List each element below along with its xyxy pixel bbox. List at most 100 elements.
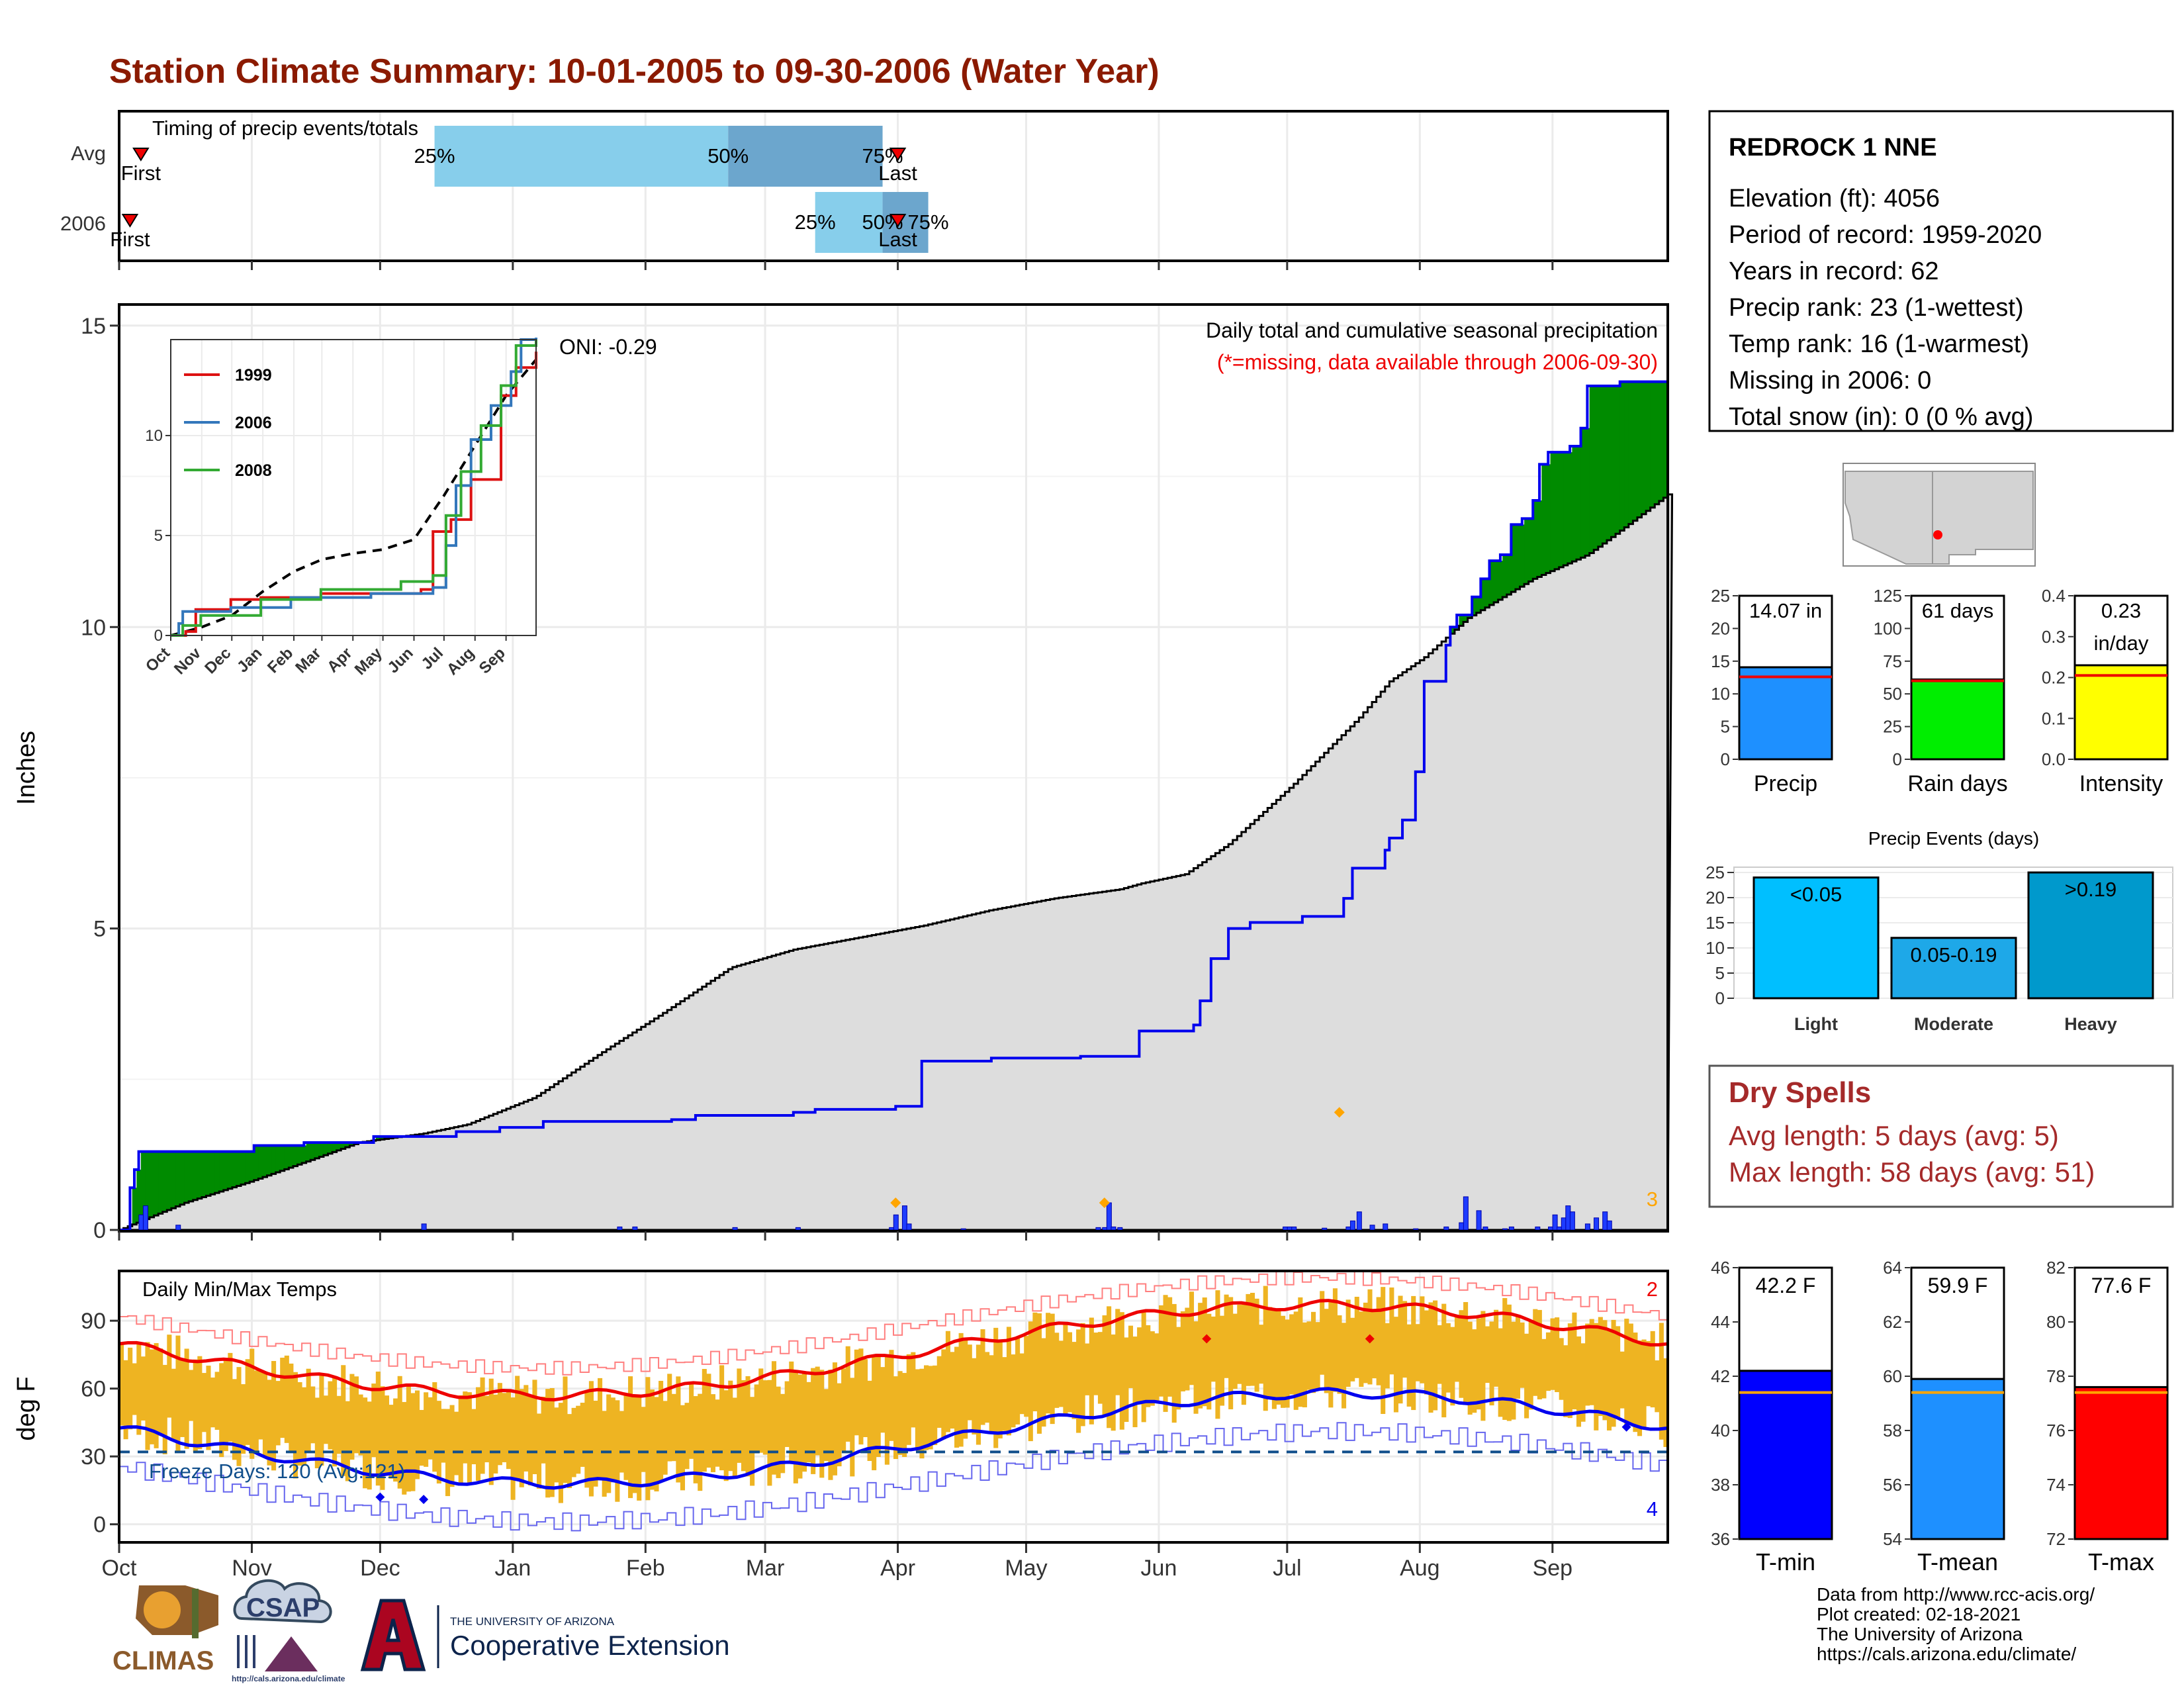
surplus-area <box>1459 615 1464 626</box>
events-bar-light <box>1752 876 1880 1000</box>
daily-temp-range-bar <box>967 1344 972 1421</box>
surplus-area <box>145 1151 150 1219</box>
daily-temp-range-bar <box>1289 1314 1295 1395</box>
temp-bar-ytick-label: 36 <box>1711 1529 1730 1549</box>
daily-temp-range-bar <box>1580 1343 1586 1422</box>
daily-temp-range-bar <box>758 1368 764 1453</box>
daily-temp-range-bar <box>532 1380 537 1475</box>
daily-temp-range-bar <box>554 1407 559 1483</box>
daily-temp-range-bar <box>328 1381 333 1450</box>
station-name: REDROCK 1 NNE <box>1729 134 1937 162</box>
daily-temp-range-bar <box>1515 1315 1521 1399</box>
daily-temp-range-bar <box>1555 1317 1560 1393</box>
daily-temp-range-bar <box>637 1396 642 1501</box>
daily-temp-range-bar <box>1324 1309 1329 1393</box>
daily-temp-range-bar <box>924 1365 929 1450</box>
first-event-marker-icon <box>132 148 150 162</box>
temp-panel: 0 30 60 90 Oct Nov Dec Jan Feb Mar Apr May Jun Jul Au… <box>13 1270 1669 1581</box>
surplus-area <box>349 1142 355 1146</box>
events-ytick-label: 5 <box>1715 963 1725 983</box>
daily-temp-range-bar <box>584 1390 590 1488</box>
temp-bar-ytick-label: 64 <box>1883 1258 1902 1278</box>
daily-temp-range-bar <box>1524 1333 1529 1419</box>
daily-temp-range-bar <box>424 1392 429 1467</box>
temp-panel-frame <box>118 1270 1669 1544</box>
daily-precip-bar <box>632 1226 638 1231</box>
temp-bar-ytick-label: 44 <box>1711 1312 1730 1332</box>
daily-temp-range-bar <box>1467 1321 1473 1415</box>
daily-temp-range-bar <box>1150 1331 1155 1406</box>
surplus-area <box>1555 452 1560 569</box>
surplus-area <box>1567 452 1572 564</box>
daily-temp-range-bar <box>689 1383 694 1459</box>
daily-temp-range-bar <box>719 1365 725 1471</box>
temp-bar-ytick-label: 74 <box>2046 1475 2066 1495</box>
mini-bar-ytick-label: 25 <box>1711 586 1730 606</box>
surplus-area <box>1524 518 1529 585</box>
daily-temp-range-bar <box>1232 1313 1238 1389</box>
daily-precip-bar <box>889 1227 895 1231</box>
daily-temp-range-bar <box>893 1376 899 1460</box>
record-low-marker-icon <box>375 1492 385 1502</box>
daily-temp-range-bar <box>754 1384 759 1454</box>
daily-temp-range-bar <box>1633 1333 1638 1432</box>
mini-bar-value-label: 14.07 in <box>1749 599 1822 622</box>
inset-series-line-2006 <box>171 337 537 637</box>
daily-temp-range-bar <box>933 1365 938 1446</box>
timing-label-50: 50% <box>707 144 749 167</box>
avg-min-temp-line <box>118 1387 1668 1490</box>
surplus-area <box>171 1151 177 1209</box>
surplus-area <box>223 1151 228 1190</box>
daily-temp-range-bar <box>776 1386 781 1478</box>
daily-temp-range-bar <box>684 1403 690 1470</box>
surplus-area <box>1541 464 1547 575</box>
daily-temp-range-bar <box>1476 1318 1481 1410</box>
daily-temp-range-bar <box>236 1367 242 1466</box>
daily-temp-range-bar <box>402 1401 407 1495</box>
daily-temp-range-bar <box>1163 1295 1168 1412</box>
surplus-area <box>193 1151 198 1200</box>
surplus-area <box>262 1145 268 1178</box>
daily-temp-range-bar <box>388 1405 394 1479</box>
temp-bar-ytick-label: 62 <box>1883 1312 1902 1332</box>
daily-precip-bar <box>1602 1211 1608 1231</box>
daily-temp-range-bar <box>1228 1297 1234 1409</box>
daily-temp-range-bar <box>762 1380 768 1455</box>
daily-temp-range-bar <box>262 1371 267 1457</box>
record-low-marker-icon <box>419 1495 429 1505</box>
surplus-area <box>1502 554 1508 598</box>
daily-temp-range-bar <box>1315 1322 1320 1389</box>
daily-precip-bar <box>1459 1222 1465 1231</box>
surplus-area <box>245 1151 250 1184</box>
daily-temp-range-bar <box>1646 1340 1651 1407</box>
timing-label-75: 75% <box>908 211 949 234</box>
daily-temp-range-bar <box>1267 1307 1273 1397</box>
surplus-area <box>214 1151 220 1194</box>
surplus-area <box>228 1151 233 1189</box>
daily-temp-range-bar <box>332 1376 338 1467</box>
surplus-area <box>232 1151 238 1188</box>
temp-ylabel: deg F <box>13 1376 40 1440</box>
daily-temp-range-bar <box>823 1389 829 1462</box>
surplus-area <box>167 1151 172 1210</box>
daily-temp-range-bar <box>801 1373 807 1472</box>
daily-temp-range-bar <box>1567 1323 1572 1419</box>
daily-temp-range-bar <box>1420 1296 1425 1383</box>
daily-temp-range-bar <box>1576 1336 1582 1427</box>
daily-temp-range-bar <box>1389 1287 1394 1375</box>
daily-temp-range-bar <box>184 1348 189 1449</box>
daily-temp-range-bar <box>828 1370 833 1480</box>
daily-temp-range-bar <box>210 1377 216 1428</box>
temp-bar-frame <box>2073 1266 2169 1388</box>
daily-precip-bar <box>1594 1217 1600 1231</box>
daily-precip-bar <box>1584 1223 1590 1231</box>
surplus-area <box>158 1151 163 1214</box>
month-tick-label: Jan <box>494 1556 531 1581</box>
surplus-area <box>1511 524 1516 592</box>
daily-temp-range-bar <box>902 1373 907 1457</box>
precip-missing-note: (*=missing, data available through 2006-… <box>1217 350 1658 374</box>
daily-temp-range-bar <box>1433 1300 1438 1411</box>
daily-temp-range-bar <box>1376 1297 1381 1385</box>
daily-temp-range-bar <box>693 1396 698 1483</box>
month-tick-label: Sep <box>1533 1556 1573 1581</box>
